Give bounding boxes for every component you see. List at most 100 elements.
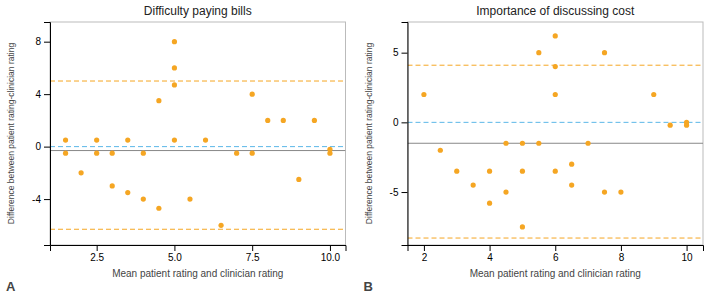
panel: 2.55.07.510.0-4048Difficulty paying bill… [6, 4, 346, 294]
point [172, 65, 177, 70]
point [602, 189, 607, 194]
x-axis-tick-label: 6 [553, 252, 559, 263]
x-axis-line [51, 246, 347, 252]
plot-frame [408, 22, 704, 245]
y-axis-tick-mark [402, 122, 408, 123]
chart-title: Difficulty paying bills [144, 4, 252, 18]
point [569, 162, 574, 167]
y-axis-tick: -4 [32, 194, 50, 205]
x-axis-tick-mark [97, 245, 98, 251]
y-axis-tick-label: 8 [35, 36, 41, 47]
x-axis: 2 4 6 8 10 [408, 245, 704, 263]
point [536, 50, 541, 55]
point [63, 151, 68, 156]
point [487, 169, 492, 174]
y-axis: -5 0 5 [390, 23, 408, 246]
x-axis-line [408, 246, 704, 252]
point [172, 82, 177, 87]
y-axis-tick: 0 [393, 117, 408, 128]
point [536, 141, 541, 146]
x-axis-tick-mark [687, 245, 688, 251]
y-axis-tick-label: 0 [35, 141, 41, 152]
x-axis-tick-label: 7.5 [246, 252, 260, 263]
x-axis-title: Mean patient rating and clinician rating [470, 268, 641, 279]
point [503, 189, 508, 194]
reference-line [408, 238, 704, 239]
point [471, 182, 476, 187]
reference-line [408, 122, 704, 123]
panel-label: B [364, 279, 373, 294]
y-axis-tick: 5 [393, 47, 408, 58]
x-axis-tick-mark [330, 245, 331, 251]
x-axis-tick-mark [174, 245, 175, 251]
x-axis: 2.55.07.510.0 [51, 245, 347, 263]
x-axis-title: Mean patient rating and clinician rating [112, 268, 283, 279]
x-axis-tick: 4 [487, 245, 493, 263]
y-axis-tick-mark [402, 53, 408, 54]
point [250, 92, 255, 97]
x-axis-tick-label: 10 [682, 252, 694, 263]
y-axis-tick-label: 5 [393, 47, 399, 58]
point [79, 170, 84, 175]
y-axis-title: Difference between patient rating-clinic… [364, 43, 374, 225]
y-axis-tick-mark [44, 147, 50, 148]
point [110, 183, 115, 188]
point [520, 141, 525, 146]
point [553, 92, 558, 97]
x-axis-tick: 6 [553, 245, 559, 263]
point [63, 137, 68, 142]
chart-title: Importance of discussing cost [476, 4, 635, 18]
point [250, 151, 255, 156]
y-axis-line [44, 23, 51, 246]
point [125, 190, 130, 195]
x-axis-tick: 10 [682, 245, 694, 263]
point [553, 33, 558, 38]
point [618, 189, 623, 194]
point [203, 137, 208, 142]
x-axis-tick: 2.5 [90, 245, 104, 263]
reference-line [408, 143, 704, 144]
point [312, 118, 317, 123]
point [110, 151, 115, 156]
y-axis-tick-mark [402, 192, 408, 193]
point [520, 224, 525, 229]
reference-line [50, 81, 346, 82]
y-axis-tick-label: 0 [393, 117, 399, 128]
y-axis-line [402, 23, 409, 246]
x-axis-tick: 2 [422, 245, 428, 263]
point [585, 141, 590, 146]
point [569, 182, 574, 187]
y-axis-tick: 0 [35, 141, 50, 152]
x-axis-tick: 8 [619, 245, 625, 263]
point [218, 223, 223, 228]
point [421, 92, 426, 97]
x-axis-tick-label: 10.0 [321, 252, 341, 263]
point [684, 123, 689, 128]
x-axis-tick: 7.5 [246, 245, 260, 263]
point [520, 169, 525, 174]
point [141, 151, 146, 156]
point [94, 137, 99, 142]
point [234, 151, 239, 156]
y-axis-title: Difference between patient rating-clinic… [6, 43, 16, 225]
point [651, 92, 656, 97]
point [553, 64, 558, 69]
point [668, 123, 673, 128]
y-axis-tick-mark [44, 42, 50, 43]
x-axis-tick-label: 2 [422, 252, 428, 263]
y-axis-tick-label: -5 [390, 187, 399, 198]
point [553, 169, 558, 174]
x-axis-tick-mark [252, 245, 253, 251]
point [265, 118, 270, 123]
x-axis-tick-mark [424, 245, 425, 251]
point [327, 147, 332, 152]
x-axis-tick-mark [555, 245, 556, 251]
figure: 2.55.07.510.0-4048Difficulty paying bill… [0, 0, 715, 297]
point [172, 137, 177, 142]
point [503, 141, 508, 146]
point [187, 196, 192, 201]
point [156, 206, 161, 211]
point [94, 151, 99, 156]
y-axis-tick-mark [44, 199, 50, 200]
point [454, 169, 459, 174]
